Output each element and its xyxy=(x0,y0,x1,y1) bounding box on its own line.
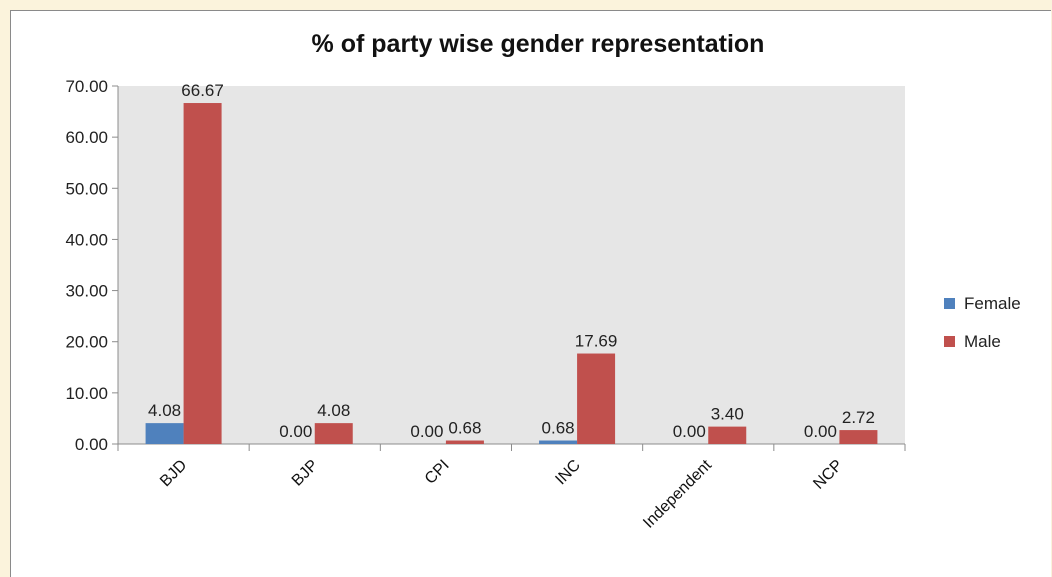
x-tick-label: CPI xyxy=(422,457,453,488)
y-tick-label: 50.00 xyxy=(65,179,108,198)
bar-female xyxy=(539,440,578,444)
data-label-male: 17.69 xyxy=(575,332,618,351)
data-label-female: 0.00 xyxy=(804,422,837,441)
bar-male xyxy=(839,430,878,444)
legend-label-female: Female xyxy=(964,294,1021,313)
data-label-male: 66.67 xyxy=(181,81,224,100)
data-label-male: 0.68 xyxy=(448,419,481,438)
bar-male xyxy=(445,440,484,444)
data-label-female: 0.00 xyxy=(410,422,443,441)
x-tick-label: BJP xyxy=(289,457,322,490)
y-tick-label: 60.00 xyxy=(65,128,108,147)
bar-female xyxy=(145,423,184,444)
plot-area xyxy=(118,86,905,444)
legend-swatch-male xyxy=(944,336,955,347)
bar-male xyxy=(314,423,353,444)
legend-swatch-female xyxy=(944,298,955,309)
bars xyxy=(145,103,878,444)
data-label-male: 3.40 xyxy=(711,405,744,424)
y-tick-label: 40.00 xyxy=(65,230,108,249)
data-label-male: 2.72 xyxy=(842,408,875,427)
data-labels: 4.08 0.00 0.00 0.68 0.00 0.00 66.67 4.08 0.68 17.… xyxy=(148,81,875,441)
x-tick-label: NCP xyxy=(810,457,846,493)
y-tick-label: 30.00 xyxy=(65,282,108,301)
data-label-female: 0.00 xyxy=(673,422,706,441)
chart-title: % of party wise gender representation xyxy=(312,30,765,58)
data-label-male: 4.08 xyxy=(317,401,350,420)
x-tick-label: BJD xyxy=(157,457,190,490)
bar-male xyxy=(183,103,222,444)
y-tick-label: 20.00 xyxy=(65,333,108,352)
x-axis: BJD BJP CPI INC Independent NCP xyxy=(117,443,906,532)
y-tick-label: 10.00 xyxy=(65,384,108,403)
data-label-female: 0.68 xyxy=(542,419,575,438)
bar-male xyxy=(577,353,616,444)
legend: Female Male xyxy=(944,294,1021,351)
y-tick-label: 70.00 xyxy=(65,77,108,96)
data-label-female: 4.08 xyxy=(148,401,181,420)
bar-male xyxy=(708,426,747,444)
x-tick-label: Independent xyxy=(640,456,715,531)
y-tick-label: 0.00 xyxy=(75,435,108,454)
y-axis: 0.00 10.00 20.00 30.00 40.00 50.00 60.00 70.00 xyxy=(65,77,119,454)
data-label-female: 0.00 xyxy=(279,422,312,441)
x-tick-label: INC xyxy=(552,457,584,489)
legend-label-male: Male xyxy=(964,332,1001,351)
